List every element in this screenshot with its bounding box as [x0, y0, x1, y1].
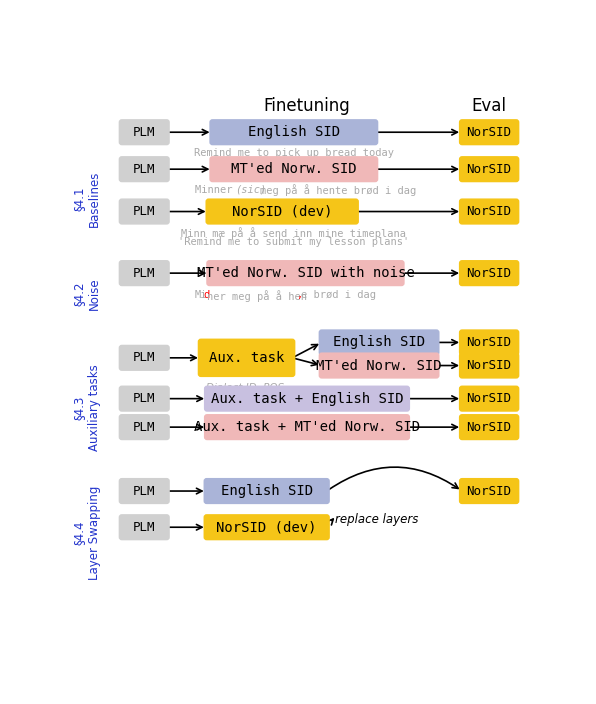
- Text: Aux. task: Aux. task: [209, 351, 284, 365]
- Text: e brød i dag: e brød i dag: [301, 290, 376, 300]
- FancyBboxPatch shape: [204, 414, 410, 440]
- Text: NorSID: NorSID: [467, 392, 511, 405]
- Text: ,: ,: [297, 290, 303, 300]
- Text: Mi: Mi: [195, 290, 207, 300]
- Text: NorSID: NorSID: [467, 359, 511, 372]
- FancyBboxPatch shape: [119, 199, 170, 225]
- FancyBboxPatch shape: [119, 414, 170, 440]
- Text: NorSID: NorSID: [467, 126, 511, 139]
- Text: PLM: PLM: [133, 351, 156, 365]
- Text: meg på å hente brød i dag: meg på å hente brød i dag: [260, 184, 416, 196]
- Text: NorSID (dev): NorSID (dev): [232, 205, 333, 218]
- Text: Aux. task + MT'ed Norw. SID: Aux. task + MT'ed Norw. SID: [194, 420, 420, 434]
- Text: §4.4
Layer Swapping: §4.4 Layer Swapping: [73, 486, 101, 580]
- FancyBboxPatch shape: [459, 353, 519, 379]
- FancyBboxPatch shape: [459, 329, 519, 356]
- Text: ner meg på å hen: ner meg på å hen: [207, 290, 307, 302]
- Text: Dialect ID, POS,
parsing or NER: Dialect ID, POS, parsing or NER: [206, 383, 287, 405]
- Text: 'Remind me to submit my lesson plans': 'Remind me to submit my lesson plans': [178, 237, 409, 247]
- Text: NorSID (dev): NorSID (dev): [216, 520, 317, 534]
- FancyBboxPatch shape: [459, 199, 519, 225]
- Text: MT'ed Norw. SID: MT'ed Norw. SID: [316, 358, 442, 372]
- FancyBboxPatch shape: [206, 199, 359, 225]
- FancyBboxPatch shape: [119, 119, 170, 145]
- FancyBboxPatch shape: [459, 386, 519, 412]
- Text: PLM: PLM: [133, 163, 156, 176]
- Text: replace layers: replace layers: [335, 513, 418, 526]
- Text: (sic): (sic): [235, 184, 266, 194]
- FancyBboxPatch shape: [209, 119, 378, 145]
- Text: English SID: English SID: [221, 484, 313, 498]
- FancyBboxPatch shape: [198, 339, 296, 377]
- Text: PLM: PLM: [133, 267, 156, 279]
- Text: §4.2
Noise: §4.2 Noise: [73, 277, 101, 310]
- Text: Remind me to pick up bread today: Remind me to pick up bread today: [194, 148, 394, 158]
- Text: NorSID: NorSID: [467, 484, 511, 498]
- Text: Eval: Eval: [471, 96, 507, 115]
- FancyBboxPatch shape: [459, 260, 519, 287]
- FancyBboxPatch shape: [459, 478, 519, 504]
- Text: d: d: [203, 290, 209, 300]
- Text: Aux. task + English SID: Aux. task + English SID: [211, 391, 403, 406]
- Text: NorSID: NorSID: [467, 163, 511, 176]
- FancyBboxPatch shape: [119, 345, 170, 371]
- Text: Finetuning: Finetuning: [263, 96, 350, 115]
- FancyBboxPatch shape: [459, 414, 519, 440]
- FancyBboxPatch shape: [204, 514, 330, 541]
- FancyBboxPatch shape: [209, 156, 378, 182]
- FancyBboxPatch shape: [319, 329, 439, 356]
- Text: PLM: PLM: [133, 484, 156, 498]
- Text: §4.1
Baselines: §4.1 Baselines: [73, 170, 101, 227]
- Text: NorSID: NorSID: [467, 336, 511, 349]
- Text: MT'ed Norw. SID with noise: MT'ed Norw. SID with noise: [197, 266, 414, 280]
- Text: PLM: PLM: [133, 392, 156, 405]
- Text: NorSID: NorSID: [467, 205, 511, 218]
- Text: Minn mæ på å send inn mine timeplana: Minn mæ på å send inn mine timeplana: [181, 227, 406, 239]
- FancyBboxPatch shape: [204, 386, 410, 412]
- FancyBboxPatch shape: [119, 386, 170, 412]
- FancyBboxPatch shape: [119, 260, 170, 287]
- FancyBboxPatch shape: [119, 514, 170, 541]
- FancyBboxPatch shape: [459, 156, 519, 182]
- FancyBboxPatch shape: [119, 478, 170, 504]
- Text: MT'ed Norw. SID: MT'ed Norw. SID: [231, 162, 356, 176]
- Text: NorSID: NorSID: [467, 267, 511, 279]
- Text: NorSID: NorSID: [467, 420, 511, 434]
- Text: English SID: English SID: [248, 125, 340, 139]
- FancyBboxPatch shape: [319, 353, 439, 379]
- FancyBboxPatch shape: [459, 119, 519, 145]
- Text: PLM: PLM: [133, 521, 156, 534]
- Text: §4.3
Auxiliary tasks: §4.3 Auxiliary tasks: [73, 365, 101, 451]
- FancyBboxPatch shape: [206, 260, 405, 287]
- Text: Minner: Minner: [195, 184, 238, 194]
- Text: PLM: PLM: [133, 205, 156, 218]
- FancyBboxPatch shape: [204, 478, 330, 504]
- FancyBboxPatch shape: [119, 156, 170, 182]
- Text: PLM: PLM: [133, 126, 156, 139]
- Text: English SID: English SID: [333, 335, 425, 349]
- Text: PLM: PLM: [133, 420, 156, 434]
